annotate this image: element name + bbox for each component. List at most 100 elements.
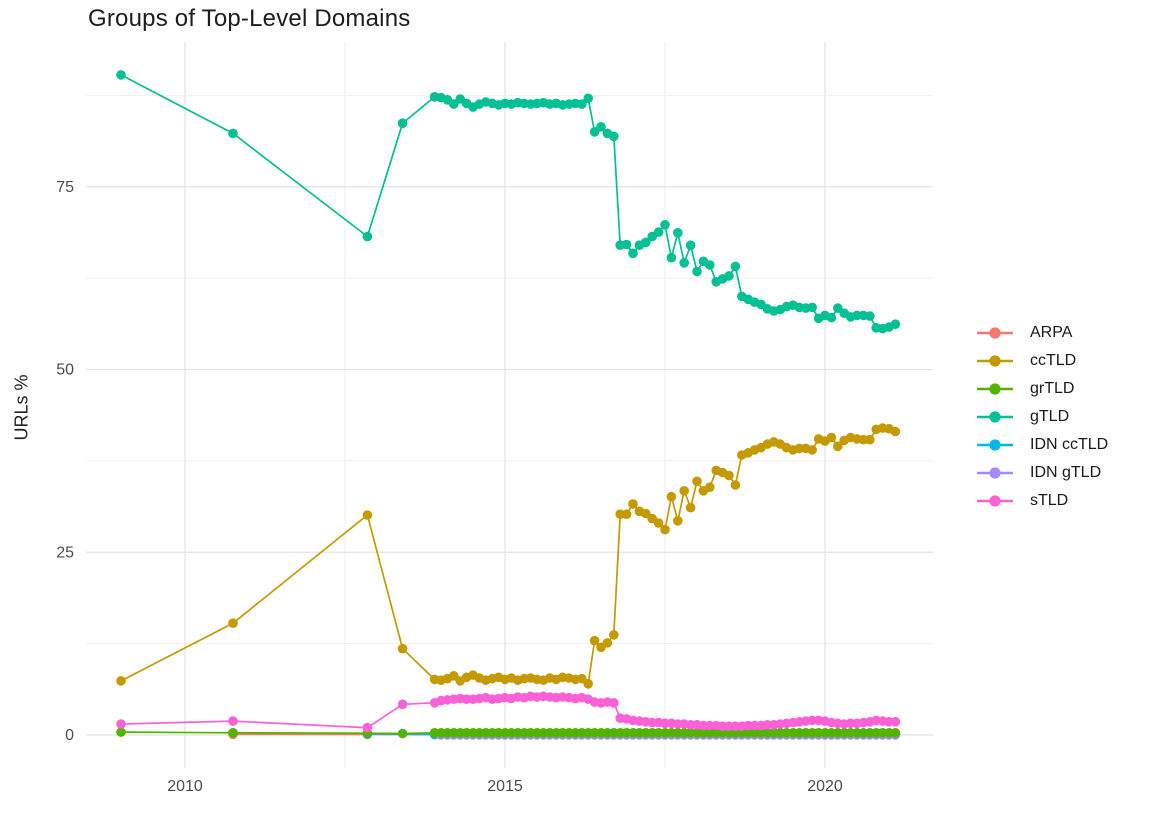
y-axis-tick-labels: 0 25 50 75 xyxy=(56,179,74,744)
data-point xyxy=(833,441,843,452)
data-point xyxy=(890,319,901,330)
data-point xyxy=(362,231,373,242)
data-point xyxy=(621,509,632,519)
data-point xyxy=(730,261,741,272)
data-point xyxy=(116,727,126,737)
y-tick-label: 50 xyxy=(56,362,74,379)
y-tick-label: 75 xyxy=(56,179,74,196)
data-point xyxy=(666,491,677,502)
data-point xyxy=(621,239,632,250)
x-axis-tick-labels: 2010 2015 2020 xyxy=(167,778,843,795)
data-point xyxy=(692,266,702,277)
legend-key-icon xyxy=(977,495,1013,507)
data-point xyxy=(692,476,702,487)
data-point xyxy=(705,260,715,270)
data-point xyxy=(724,470,734,481)
data-point xyxy=(679,258,689,268)
data-point xyxy=(660,524,670,535)
data-point xyxy=(397,643,408,654)
data-point xyxy=(449,99,459,109)
data-point xyxy=(397,118,408,128)
data-point xyxy=(116,719,126,729)
legend-item-gtld: gTLD xyxy=(976,403,1108,431)
data-point xyxy=(362,510,373,520)
legend-item-label: gTLD xyxy=(1030,408,1070,425)
legend-item-arpa: ARPA xyxy=(976,319,1108,347)
legend-item-label: sTLD xyxy=(1030,492,1069,509)
data-point xyxy=(724,271,734,281)
gridlines-minor xyxy=(86,42,933,768)
data-point xyxy=(641,237,651,248)
data-point xyxy=(679,486,689,496)
data-point xyxy=(833,303,843,313)
legend-key-icon xyxy=(977,355,1013,367)
data-point xyxy=(589,127,600,137)
data-point xyxy=(685,502,696,513)
legend-item-label: IDN ccTLD xyxy=(1030,436,1109,453)
data-point xyxy=(890,728,901,738)
data-point xyxy=(609,131,619,142)
legend-item-stld: sTLD xyxy=(976,487,1108,515)
data-point xyxy=(807,445,817,455)
data-point xyxy=(890,426,901,437)
data-point xyxy=(397,728,408,739)
x-tick-label: 2015 xyxy=(487,778,523,795)
legend-item-grtld: grTLD xyxy=(976,375,1108,403)
data-point xyxy=(583,679,593,689)
y-tick-label: 25 xyxy=(56,544,74,561)
data-point xyxy=(641,508,651,519)
data-point xyxy=(589,635,600,646)
data-point xyxy=(865,311,875,321)
data-point xyxy=(397,699,408,710)
data-point xyxy=(730,480,741,490)
data-point xyxy=(449,671,459,681)
data-point xyxy=(596,122,606,132)
legend-key-icon xyxy=(977,467,1013,479)
data-point xyxy=(583,93,593,104)
data-point xyxy=(577,673,587,684)
series-gtld xyxy=(116,70,901,334)
legend-item-idn-gtld: IDN gTLD xyxy=(976,459,1108,487)
data-point xyxy=(666,252,677,263)
legend-key-icon xyxy=(977,383,1013,395)
data-point xyxy=(865,434,875,445)
data-point xyxy=(116,70,126,80)
legend-item-label: grTLD xyxy=(1030,380,1075,397)
series-line xyxy=(120,427,896,686)
y-tick-label: 0 xyxy=(65,727,74,744)
data-point xyxy=(673,516,683,526)
chart-title: Groups of Top-Level Domains xyxy=(88,5,411,32)
legend-item-label: ARPA xyxy=(1030,324,1073,341)
data-point xyxy=(673,228,683,238)
data-point xyxy=(653,227,664,237)
series-line xyxy=(120,74,896,330)
data-point xyxy=(609,698,619,708)
data-point xyxy=(628,248,638,259)
series-cctld xyxy=(116,423,901,689)
legend-item-label: IDN gTLD xyxy=(1030,464,1102,481)
data-point xyxy=(890,717,901,727)
data-point xyxy=(116,676,126,686)
data-point xyxy=(602,638,613,648)
legend: ARPA ccTLD grTLD gTLD IDN ccTLD IDN gTLD sTLD xyxy=(976,319,1108,515)
data-point xyxy=(807,302,817,313)
data-point xyxy=(577,99,587,109)
data-point xyxy=(826,312,837,323)
data-point xyxy=(653,518,664,528)
legend-item-idn-cctld: IDN ccTLD xyxy=(976,431,1108,459)
x-tick-label: 2020 xyxy=(807,778,843,795)
legend-key-icon xyxy=(977,411,1013,423)
data-point xyxy=(228,716,238,726)
data-point xyxy=(705,482,715,493)
data-point xyxy=(228,618,238,628)
gridlines-major xyxy=(86,42,933,768)
data-point xyxy=(362,722,373,733)
data-point xyxy=(228,128,238,139)
data-point xyxy=(228,728,238,738)
legend-item-cctld: ccTLD xyxy=(976,347,1108,375)
data-point xyxy=(826,432,837,443)
data-point xyxy=(609,630,619,640)
data-point xyxy=(685,240,696,250)
